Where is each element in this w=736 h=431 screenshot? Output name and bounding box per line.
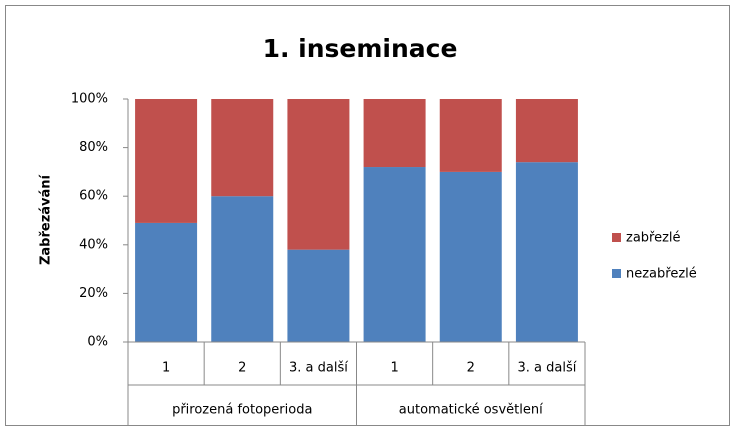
bar-segment [515, 162, 578, 342]
bar-segment [439, 99, 502, 172]
legend-label: nezabřezlé [626, 267, 697, 282]
legend-swatch [612, 233, 621, 242]
bar-segment [515, 99, 578, 163]
y-tick-label: 100% [71, 92, 108, 107]
bar-segment [439, 171, 502, 342]
bar-segment [211, 99, 274, 197]
legend-swatch [612, 269, 621, 278]
bar-segment [135, 222, 198, 342]
bar-segment [211, 196, 274, 342]
chart-title: 1. inseminace [263, 34, 458, 63]
x-tick-label: 3. a další [289, 361, 348, 376]
y-tick-label: 0% [87, 335, 108, 350]
y-tick-label: 60% [79, 189, 108, 204]
y-tick-label: 80% [79, 140, 108, 155]
y-tick-label: 40% [79, 237, 108, 252]
y-axis-title: Zabřezávání [39, 173, 54, 265]
bar-segment [135, 99, 198, 223]
bar-segment [287, 249, 350, 342]
x-tick-label: 1 [390, 361, 398, 376]
x-tick-label: 2 [467, 361, 475, 376]
bar-segment [363, 167, 426, 342]
legend-label: zabřezlé [626, 231, 681, 246]
x-tick-label: 2 [238, 361, 246, 376]
x-tick-label: 3. a další [517, 361, 576, 376]
bar-segment [287, 99, 350, 250]
bar-segment [363, 99, 426, 168]
y-tick-label: 20% [79, 286, 108, 301]
x-tick-label: 1 [162, 361, 170, 376]
group-label: automatické osvětlení [399, 403, 543, 418]
group-label: přirozená fotoperioda [172, 403, 312, 418]
